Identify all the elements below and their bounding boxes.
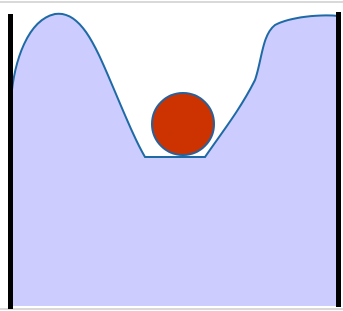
ball bbox=[152, 93, 214, 155]
right-wall bbox=[336, 12, 341, 307]
page: (() => { const data = JSON.parse(documen… bbox=[0, 0, 343, 311]
diagram bbox=[0, 0, 343, 311]
left-wall bbox=[8, 14, 13, 309]
